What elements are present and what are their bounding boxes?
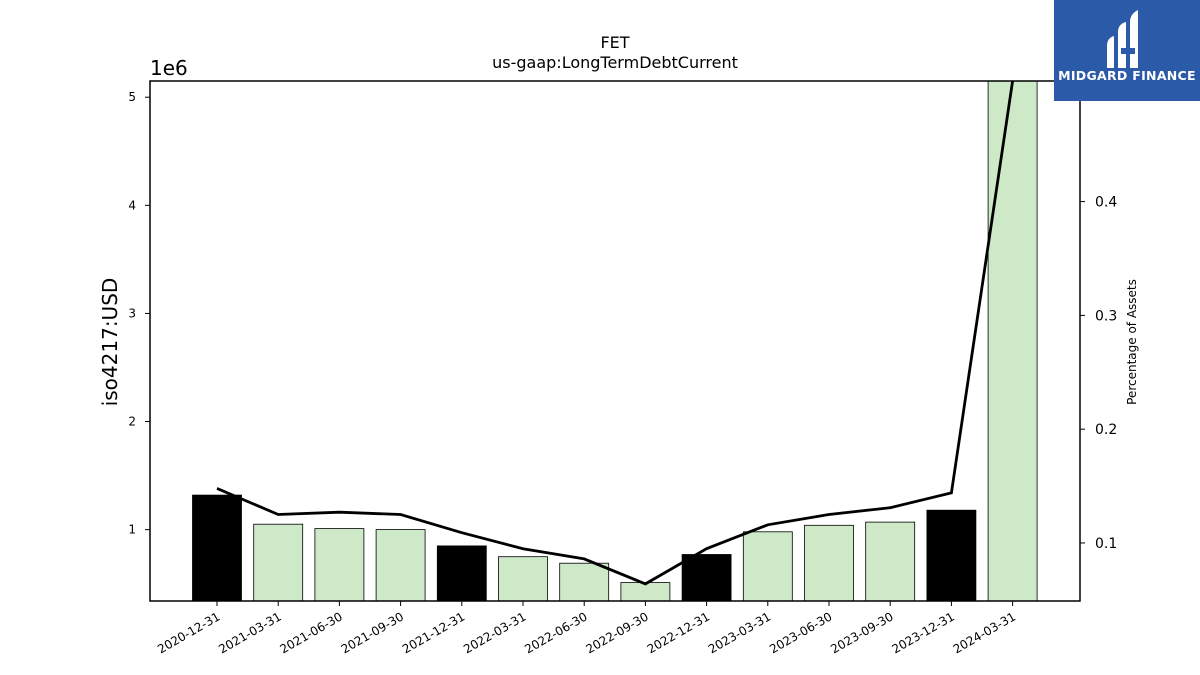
bar-2023-12-31 bbox=[926, 509, 977, 602]
bar-2022-12-31 bbox=[681, 554, 732, 602]
y-tick-label: 4 bbox=[128, 198, 136, 212]
logo-text: MIDGARD FINANCE bbox=[1058, 68, 1196, 83]
x-tick-label: 2023-03-31 bbox=[706, 609, 773, 656]
x-tick-label: 2022-12-31 bbox=[645, 609, 712, 656]
y-tick-label: 1 bbox=[128, 523, 136, 537]
y-tick-label: 5 bbox=[128, 90, 136, 104]
bar-2022-03-31 bbox=[498, 556, 548, 602]
plot-frame bbox=[149, 80, 1081, 602]
x-tick-label: 2021-03-31 bbox=[216, 609, 283, 656]
y2-tick-label: 0.4 bbox=[1095, 195, 1117, 211]
bar-2023-06-30 bbox=[804, 524, 854, 602]
y-tick-label: 3 bbox=[128, 306, 136, 320]
y2-tick-label: 0.3 bbox=[1095, 308, 1117, 324]
x-tick-label: 2022-09-30 bbox=[583, 609, 650, 656]
logo-mark-icon bbox=[1107, 10, 1138, 68]
y2-axis-label: Percentage of Assets bbox=[1125, 279, 1139, 405]
y2-tick-label: 0.1 bbox=[1095, 536, 1117, 552]
x-tick-label: 2023-06-30 bbox=[767, 609, 834, 656]
chart-title: FET bbox=[600, 33, 629, 52]
bar-2020-12-31 bbox=[192, 494, 242, 602]
chart-subtitle: us-gaap:LongTermDebtCurrent bbox=[492, 53, 738, 72]
x-tick-label: 2024-03-31 bbox=[951, 609, 1018, 656]
bar-2023-09-30 bbox=[865, 521, 916, 602]
bar-2021-12-31 bbox=[436, 545, 487, 602]
bar-2021-09-30 bbox=[375, 529, 426, 602]
y-axis-label: iso4217:USD bbox=[98, 278, 122, 407]
x-tick-label: 2021-12-31 bbox=[400, 609, 467, 656]
y-tick-label: 2 bbox=[128, 415, 136, 429]
bar-2024-03-31 bbox=[987, 80, 1038, 602]
midgard-finance-logo: MIDGARD FINANCE bbox=[1054, 0, 1200, 101]
x-tick-label: 2022-06-30 bbox=[522, 609, 589, 656]
x-tick-label: 2020-12-31 bbox=[155, 609, 222, 656]
bar-2021-03-31 bbox=[253, 523, 304, 602]
x-tick-label: 2022-03-31 bbox=[461, 609, 528, 656]
x-tick-label: 2023-09-30 bbox=[828, 609, 895, 656]
x-tick-label: 2021-06-30 bbox=[277, 609, 344, 656]
x-tick-label: 2023-12-31 bbox=[889, 609, 956, 656]
y-axis-offset-label: 1e6 bbox=[150, 56, 188, 80]
bar-2023-03-31 bbox=[742, 531, 793, 602]
y2-tick-label: 0.2 bbox=[1095, 422, 1117, 438]
bar-2021-06-30 bbox=[314, 528, 365, 602]
x-tick-label: 2021-09-30 bbox=[339, 609, 406, 656]
bar-2022-06-30 bbox=[559, 562, 610, 602]
percentage-of-assets-line bbox=[216, 81, 1014, 586]
